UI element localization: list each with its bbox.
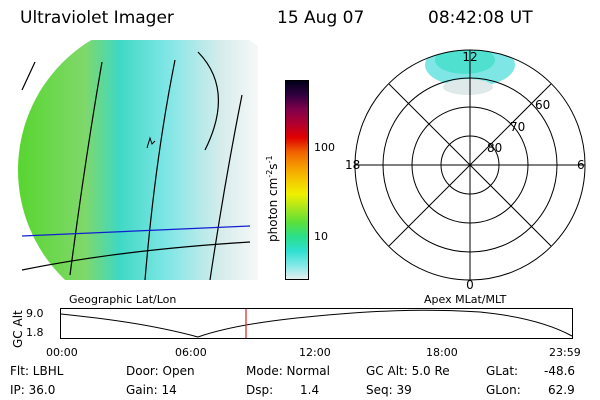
geographic-label: Geographic Lat/Lon xyxy=(69,293,177,306)
time-label: 08:42:08 UT xyxy=(428,8,533,28)
pole-marker xyxy=(146,136,156,149)
altitude-timeline xyxy=(60,308,573,339)
timeline-tick-hi: 9.0 xyxy=(26,307,44,320)
mode-info: Mode: Normal xyxy=(246,364,330,378)
mlt-12-label: 12 xyxy=(462,50,477,64)
glat-label: GLat: xyxy=(486,364,519,378)
dsp-label: Dsp: xyxy=(246,383,274,397)
colorbar-label-sup2: -1 xyxy=(265,155,274,164)
colorbar-label-sup1: -2 xyxy=(265,169,274,178)
mlt-18-label: 18 xyxy=(345,158,360,172)
instrument-title: Ultraviolet Imager xyxy=(20,8,174,28)
time-tick-0600: 06:00 xyxy=(175,346,207,359)
time-tick-1200: 12:00 xyxy=(299,346,331,359)
ip-info: IP: 36.0 xyxy=(10,383,56,397)
aurora-emission xyxy=(18,40,258,280)
glat-value: -48.6 xyxy=(544,364,576,378)
gain-info: Gain: 14 xyxy=(126,383,177,397)
colorbar-tick-10: 10 xyxy=(314,230,328,243)
colorbar-label-text: photon cm xyxy=(266,177,280,242)
time-tick-1800: 18:00 xyxy=(426,346,458,359)
mlat-60-label: 60 xyxy=(535,98,550,112)
glon-label: GLon: xyxy=(486,383,521,397)
apex-label: Apex MLat/MLT xyxy=(424,293,507,306)
mlt-0-label: 0 xyxy=(466,278,474,290)
dsp-value: 1.4 xyxy=(300,383,320,397)
colorbar-label-mid: s xyxy=(266,163,280,170)
terminator-line xyxy=(21,225,251,237)
polar-grid xyxy=(354,49,586,281)
time-tick-0000: 00:00 xyxy=(46,346,78,359)
altitude-curve xyxy=(60,309,573,338)
glon-value: 62.9 xyxy=(548,383,575,397)
colorbar-tick-100: 100 xyxy=(314,141,335,154)
filter-info: Flt: LBHL xyxy=(10,364,64,378)
geo-grid xyxy=(21,51,251,281)
mlat-80-label: 80 xyxy=(487,141,502,155)
colorbar xyxy=(285,80,309,280)
door-info: Door: Open xyxy=(126,364,195,378)
geographic-image xyxy=(18,40,258,281)
mlt-6-label: 6 xyxy=(577,158,585,172)
seq-info: Seq: 39 xyxy=(366,383,412,397)
timeline-tick-lo: 1.8 xyxy=(26,326,44,339)
mlat-70-label: 70 xyxy=(510,120,525,134)
timeline-ylabel: GC Alt xyxy=(11,310,25,348)
polar-plot: 12 18 6 0 60 70 80 xyxy=(345,49,586,290)
colorbar-label: photon cm-2s-1 xyxy=(265,155,280,242)
date-label: 15 Aug 07 xyxy=(277,8,365,28)
gcalt-info: GC Alt: 5.0 Re xyxy=(366,364,450,378)
time-tick-2359: 23:59 xyxy=(549,346,581,359)
